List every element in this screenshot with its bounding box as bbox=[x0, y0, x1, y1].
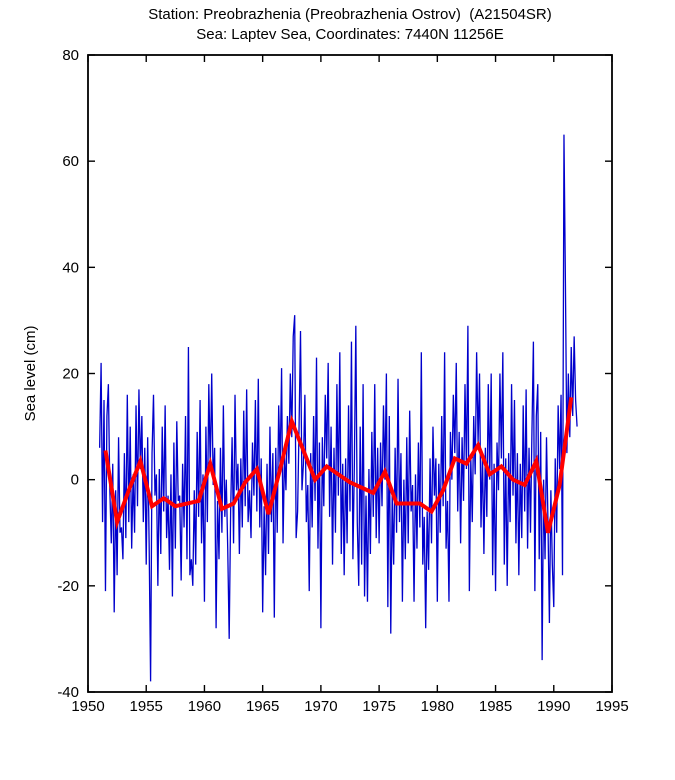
y-tick-label: -40 bbox=[57, 684, 79, 701]
x-tick-label: 1995 bbox=[595, 698, 628, 715]
monthly-sea-level-line bbox=[98, 134, 578, 682]
x-tick-label: 1970 bbox=[304, 698, 337, 715]
x-tick-label: 1985 bbox=[479, 698, 512, 715]
x-tick-label: 1960 bbox=[188, 698, 221, 715]
y-tick-label: 0 bbox=[71, 472, 79, 489]
annual-mean-sea-level-line bbox=[103, 397, 574, 534]
y-tick-label: 60 bbox=[62, 153, 79, 170]
chart-title: Station: Preobrazhenia (Preobrazhenia Os… bbox=[148, 6, 552, 23]
chart-subtitle: Sea: Laptev Sea, Coordinates: 7440N 1125… bbox=[196, 26, 504, 43]
x-tick-label: 1965 bbox=[246, 698, 279, 715]
y-tick-label: 20 bbox=[62, 366, 79, 383]
x-tick-label: 1975 bbox=[362, 698, 395, 715]
x-tick-label: 1955 bbox=[130, 698, 163, 715]
y-tick-label: 80 bbox=[62, 47, 79, 64]
x-tick-label: 1980 bbox=[421, 698, 454, 715]
y-axis-label: Sea level (cm) bbox=[22, 326, 39, 422]
x-tick-label: 1950 bbox=[71, 698, 104, 715]
y-tick-label: -20 bbox=[57, 578, 79, 595]
y-tick-label: 40 bbox=[62, 259, 79, 276]
x-tick-label: 1990 bbox=[537, 698, 570, 715]
